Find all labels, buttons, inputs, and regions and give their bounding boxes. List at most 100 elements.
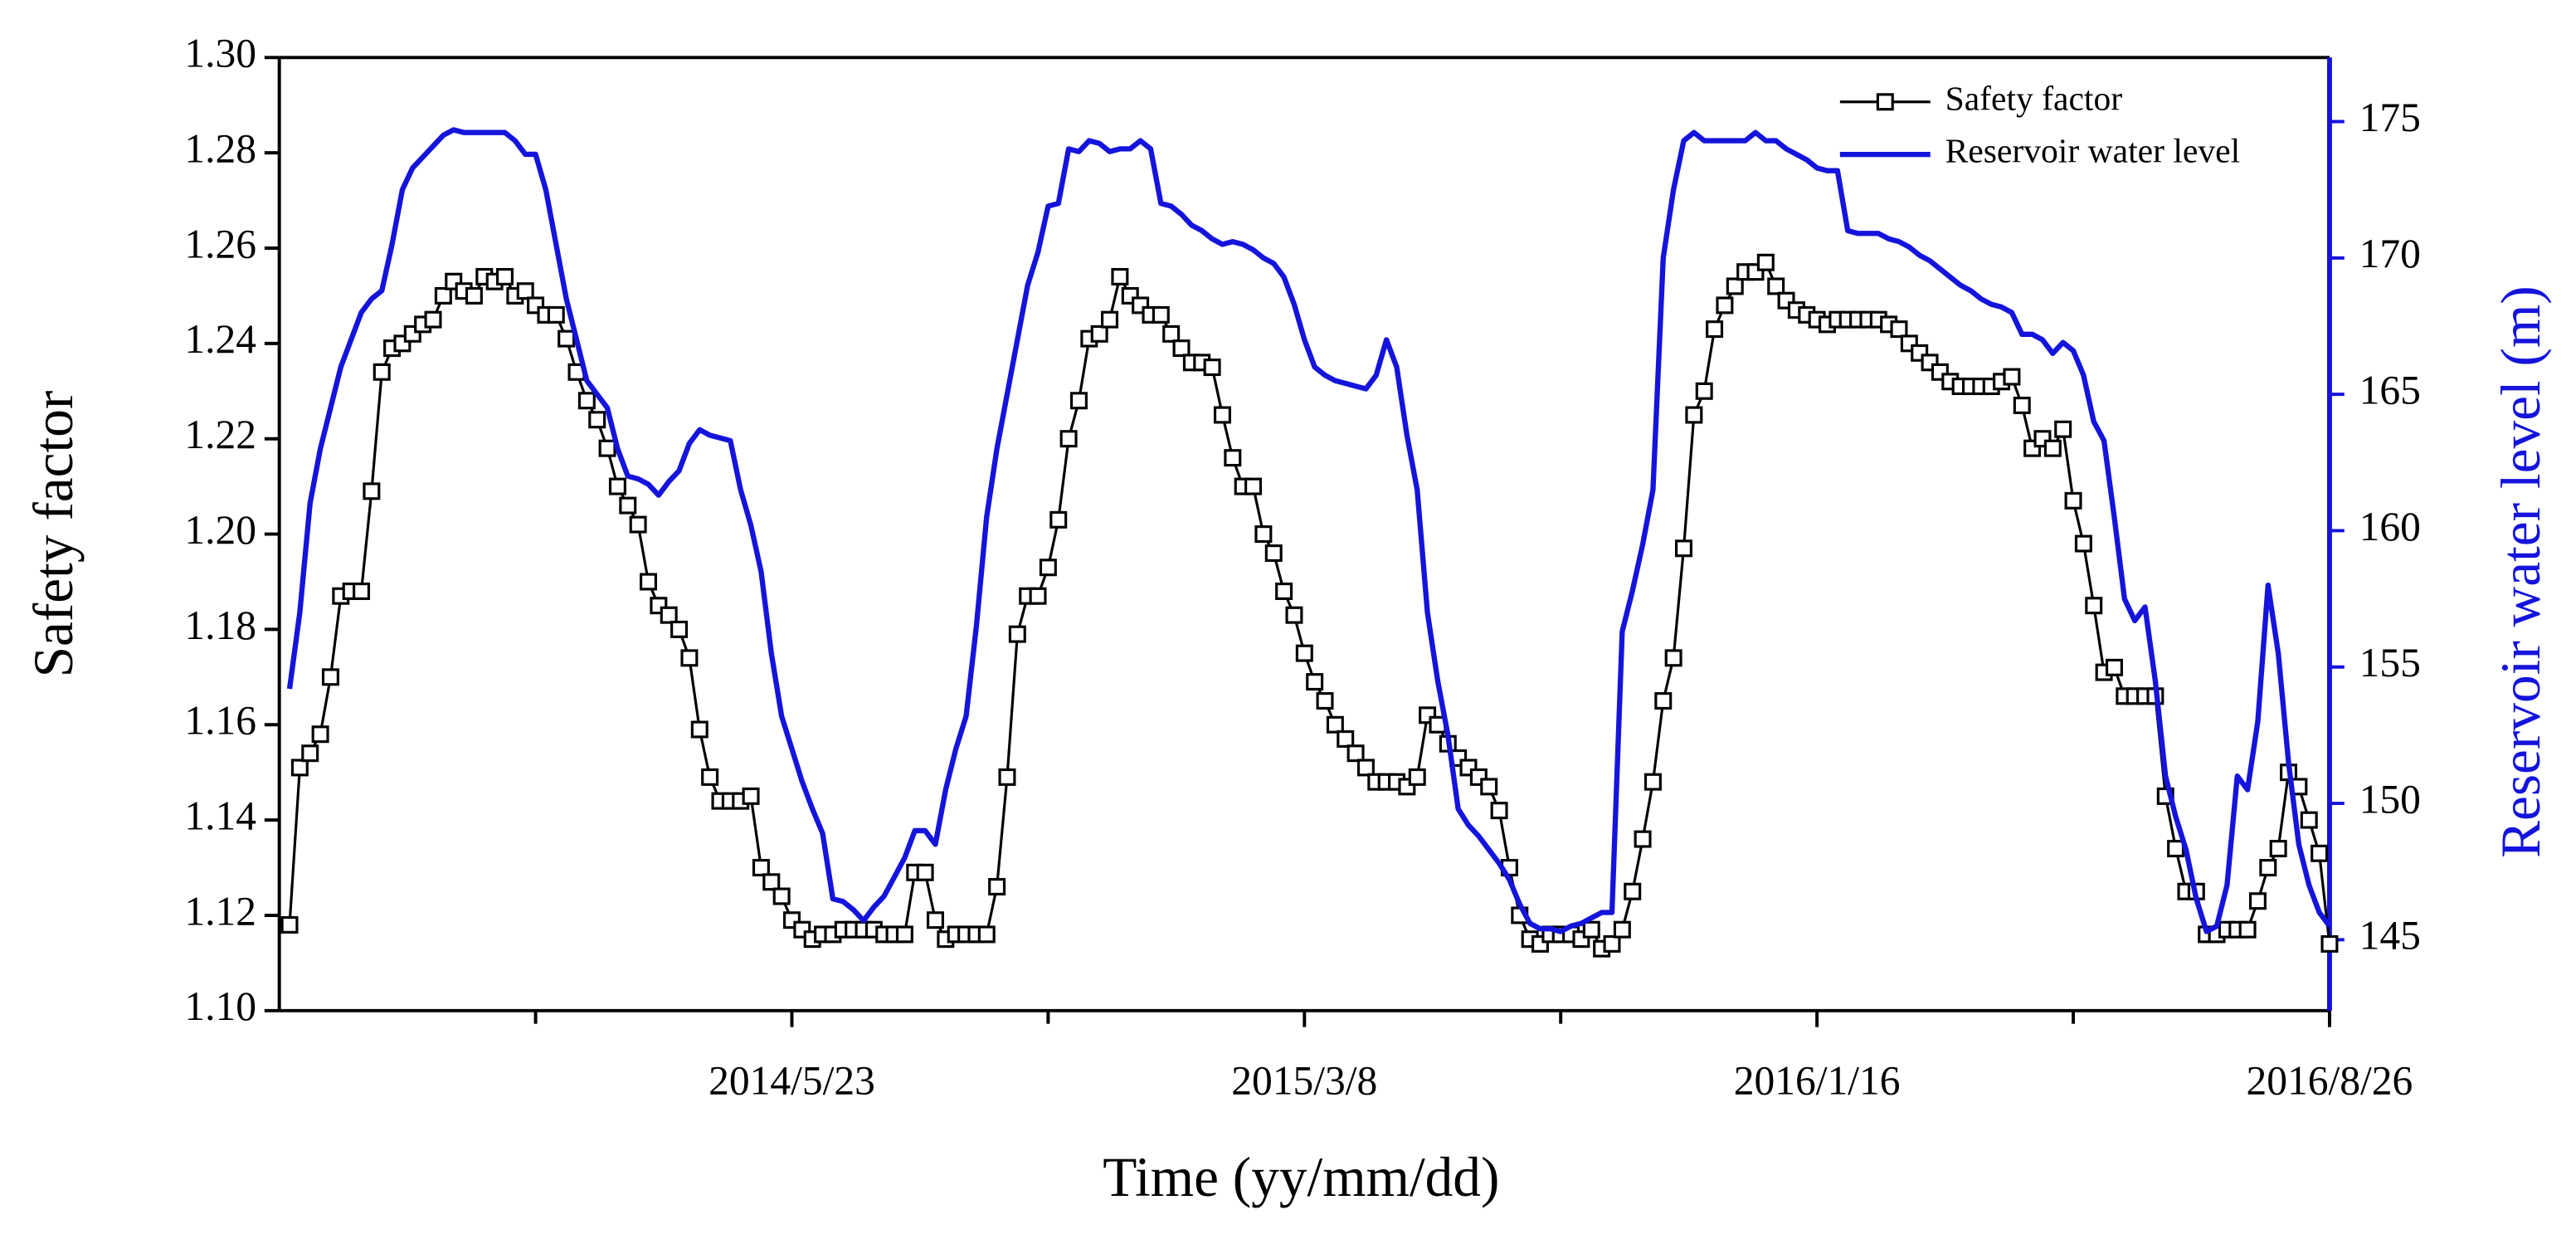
y-tick-label: 1.20 (184, 507, 256, 553)
series-marker (1254, 525, 1273, 544)
series-marker (1172, 339, 1191, 358)
series-marker (1008, 625, 1026, 643)
series-marker (2320, 934, 2339, 953)
series-marker (2248, 892, 2267, 910)
series-marker (1275, 582, 1293, 600)
series-marker (2064, 491, 2082, 510)
series-marker (1203, 359, 1221, 377)
series-marker (660, 606, 678, 624)
series-marker (670, 620, 689, 638)
y2-tick-label: 150 (2359, 776, 2421, 822)
series-marker (1706, 320, 1724, 339)
series-marker (916, 863, 934, 881)
series-marker (1213, 406, 1231, 424)
y-tick-label: 1.16 (184, 698, 256, 744)
series-marker (2085, 597, 2103, 615)
series-marker (2300, 811, 2318, 829)
series-marker (588, 411, 606, 429)
y2-tick-label: 160 (2359, 504, 2421, 549)
series-marker (1069, 392, 1088, 410)
series-marker (926, 911, 944, 929)
x-tick-label: 2016/8/26 (2247, 1057, 2413, 1103)
y-tick-label: 1.10 (184, 983, 256, 1029)
series-marker (2054, 420, 2072, 438)
series-marker (1490, 802, 1508, 820)
series-marker (1603, 934, 1621, 953)
series-marker (1059, 430, 1078, 448)
y2-axis-title: Reservoir water level (m) (2490, 285, 2552, 858)
y-tick-label: 1.14 (184, 793, 256, 838)
series-marker (762, 873, 781, 891)
series-marker (1162, 324, 1181, 343)
series-marker (1890, 320, 1908, 339)
series-marker (977, 925, 996, 944)
series-marker (1049, 510, 1068, 529)
series-marker (2043, 439, 2062, 457)
series-marker (1767, 277, 1785, 295)
y2-tick-label: 170 (2359, 231, 2421, 276)
series-marker (640, 573, 657, 591)
series-marker (701, 768, 719, 786)
x-tick-label: 2016/1/16 (1734, 1057, 1901, 1103)
series-marker (577, 392, 596, 410)
series-marker (1356, 759, 1375, 777)
series-marker (1111, 267, 1129, 285)
series-marker (1582, 920, 1600, 939)
series-marker (752, 859, 770, 877)
series-marker (1643, 773, 1662, 791)
series-marker (598, 439, 616, 457)
series-marker (1664, 649, 1682, 667)
series-marker (1337, 729, 1355, 748)
series-marker (2259, 859, 2277, 877)
series-marker (424, 310, 442, 329)
series-marker (1716, 296, 1734, 315)
legend-marker (1876, 93, 1894, 111)
series-line (288, 261, 2331, 950)
series-marker (1039, 559, 1057, 577)
legend-label: Safety factor (1945, 79, 2123, 117)
series-marker (998, 768, 1016, 786)
series-marker (1695, 382, 1713, 400)
series-marker (363, 482, 381, 500)
series-marker (1674, 539, 1692, 558)
y-tick-label: 1.12 (184, 888, 256, 934)
series-marker (2013, 397, 2031, 415)
x-tick-label: 2015/3/8 (1231, 1057, 1377, 1103)
series-marker (558, 329, 576, 348)
series-marker (1090, 324, 1108, 343)
series-marker (619, 496, 637, 515)
series-marker (608, 477, 626, 495)
series-marker (2105, 658, 2123, 676)
series-marker (373, 363, 391, 381)
series-marker (280, 915, 299, 934)
series-marker (465, 286, 483, 305)
series-marker (629, 515, 647, 534)
series-marker (1316, 692, 1334, 710)
series-marker (2167, 840, 2185, 858)
series-marker (1244, 477, 1263, 495)
y-axis-title: Safety factor (22, 391, 85, 678)
series-marker (1326, 715, 1344, 734)
series-marker (2269, 840, 2287, 858)
y2-tick-label: 155 (2359, 640, 2421, 685)
x-axis-title: Time (yy/mm/dd) (1103, 1146, 1499, 1208)
series-marker (547, 305, 565, 324)
series-marker (2003, 368, 2021, 386)
y-tick-label: 1.30 (184, 31, 256, 76)
series-marker (1726, 277, 1744, 295)
series-marker (988, 878, 1006, 896)
series-marker (1224, 449, 1242, 467)
series-marker (1613, 920, 1631, 939)
series-marker (895, 925, 913, 944)
series-marker (772, 887, 791, 905)
series-marker (1029, 587, 1047, 605)
series-marker (516, 282, 534, 300)
series-marker (301, 744, 319, 763)
series-marker (1634, 830, 1652, 848)
series-marker (1685, 406, 1703, 424)
series-marker (1295, 644, 1313, 662)
y-tick-label: 1.18 (184, 602, 256, 648)
y2-tick-label: 175 (2359, 95, 2421, 140)
series-marker (742, 787, 760, 805)
